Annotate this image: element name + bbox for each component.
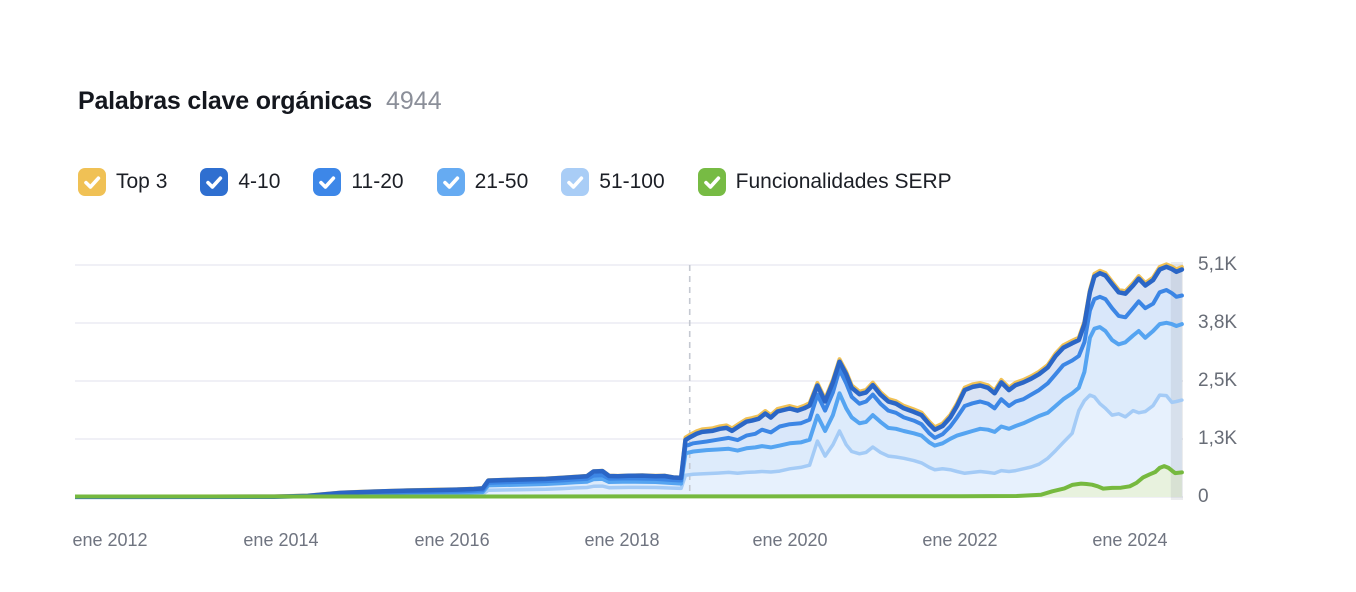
trend-chart-area[interactable] [72, 253, 1187, 509]
area-band-51-100 [75, 395, 1182, 497]
legend-checkbox-checked-icon[interactable] [78, 168, 106, 196]
legend-checkbox-checked-icon[interactable] [200, 168, 229, 196]
legend-item-label: Top 3 [116, 170, 168, 193]
x-axis-label: ene 2018 [584, 530, 660, 550]
legend-item-label: 51-100 [599, 170, 665, 193]
legend-item-21-50[interactable]: 21-50 [436, 168, 529, 196]
series-line-51-100 [73, 393, 1184, 499]
x-axis-label: ene 2016 [414, 530, 490, 550]
x-axis-label: ene 2024 [1092, 530, 1168, 550]
legend-checkbox-checked-icon[interactable] [561, 168, 590, 196]
legend-item-funcionalidades-serp[interactable]: Funcionalidades SERP [697, 168, 952, 196]
y-axis-label: 0 [1198, 486, 1209, 507]
x-axis-label: ene 2014 [243, 530, 319, 550]
y-axis-label: 1,3K [1198, 428, 1238, 449]
panel-header: Palabras clave orgánicas 4944 [78, 87, 442, 116]
legend-checkbox-checked-icon[interactable] [697, 168, 726, 196]
checkmark-icon [319, 176, 336, 189]
checkmark-icon [206, 176, 223, 189]
checkmark-icon [567, 176, 584, 189]
trend-plot[interactable] [72, 253, 1187, 509]
page-title: Palabras clave orgánicas [78, 87, 372, 115]
legend-item-label: 4-10 [238, 170, 281, 193]
area-band-21-50 [75, 322, 1182, 497]
legend-checkbox-checked-icon[interactable] [313, 168, 342, 196]
y-axis-label: 2,5K [1198, 370, 1238, 391]
area-band-funcionalidades-serp [75, 466, 1182, 497]
series-line-21-50 [73, 320, 1184, 499]
checkmark-icon [703, 176, 720, 189]
chart-legend: Top 3 4-10 11-20 [78, 168, 952, 196]
series-line-4-10 [72, 264, 1185, 500]
legend-checkbox-checked-icon[interactable] [436, 168, 465, 196]
series-line-11-20 [73, 288, 1184, 499]
x-axis-label: ene 2022 [922, 530, 998, 550]
keywords-total-count: 4944 [386, 87, 442, 115]
legend-item-4-10[interactable]: 4-10 [200, 168, 280, 196]
legend-item-label: Funcionalidades SERP [735, 170, 952, 193]
checkmark-icon [442, 176, 459, 189]
x-axis-label: ene 2012 [72, 530, 148, 550]
legend-item-top-3[interactable]: Top 3 [78, 168, 167, 196]
legend-item-label: 21-50 [474, 170, 529, 193]
y-axis-label: 3,8K [1198, 312, 1238, 333]
latest-period-band [1170, 262, 1183, 500]
x-axis-label: ene 2020 [752, 530, 828, 550]
legend-item-51-100[interactable]: 51-100 [561, 168, 665, 196]
y-axis-label: 5,1K [1198, 254, 1238, 275]
series-line-funcionalidades-serp [73, 464, 1184, 499]
legend-item-label: 11-20 [351, 170, 404, 193]
checkmark-icon [84, 176, 101, 189]
legend-item-11-20[interactable]: 11-20 [313, 168, 404, 196]
